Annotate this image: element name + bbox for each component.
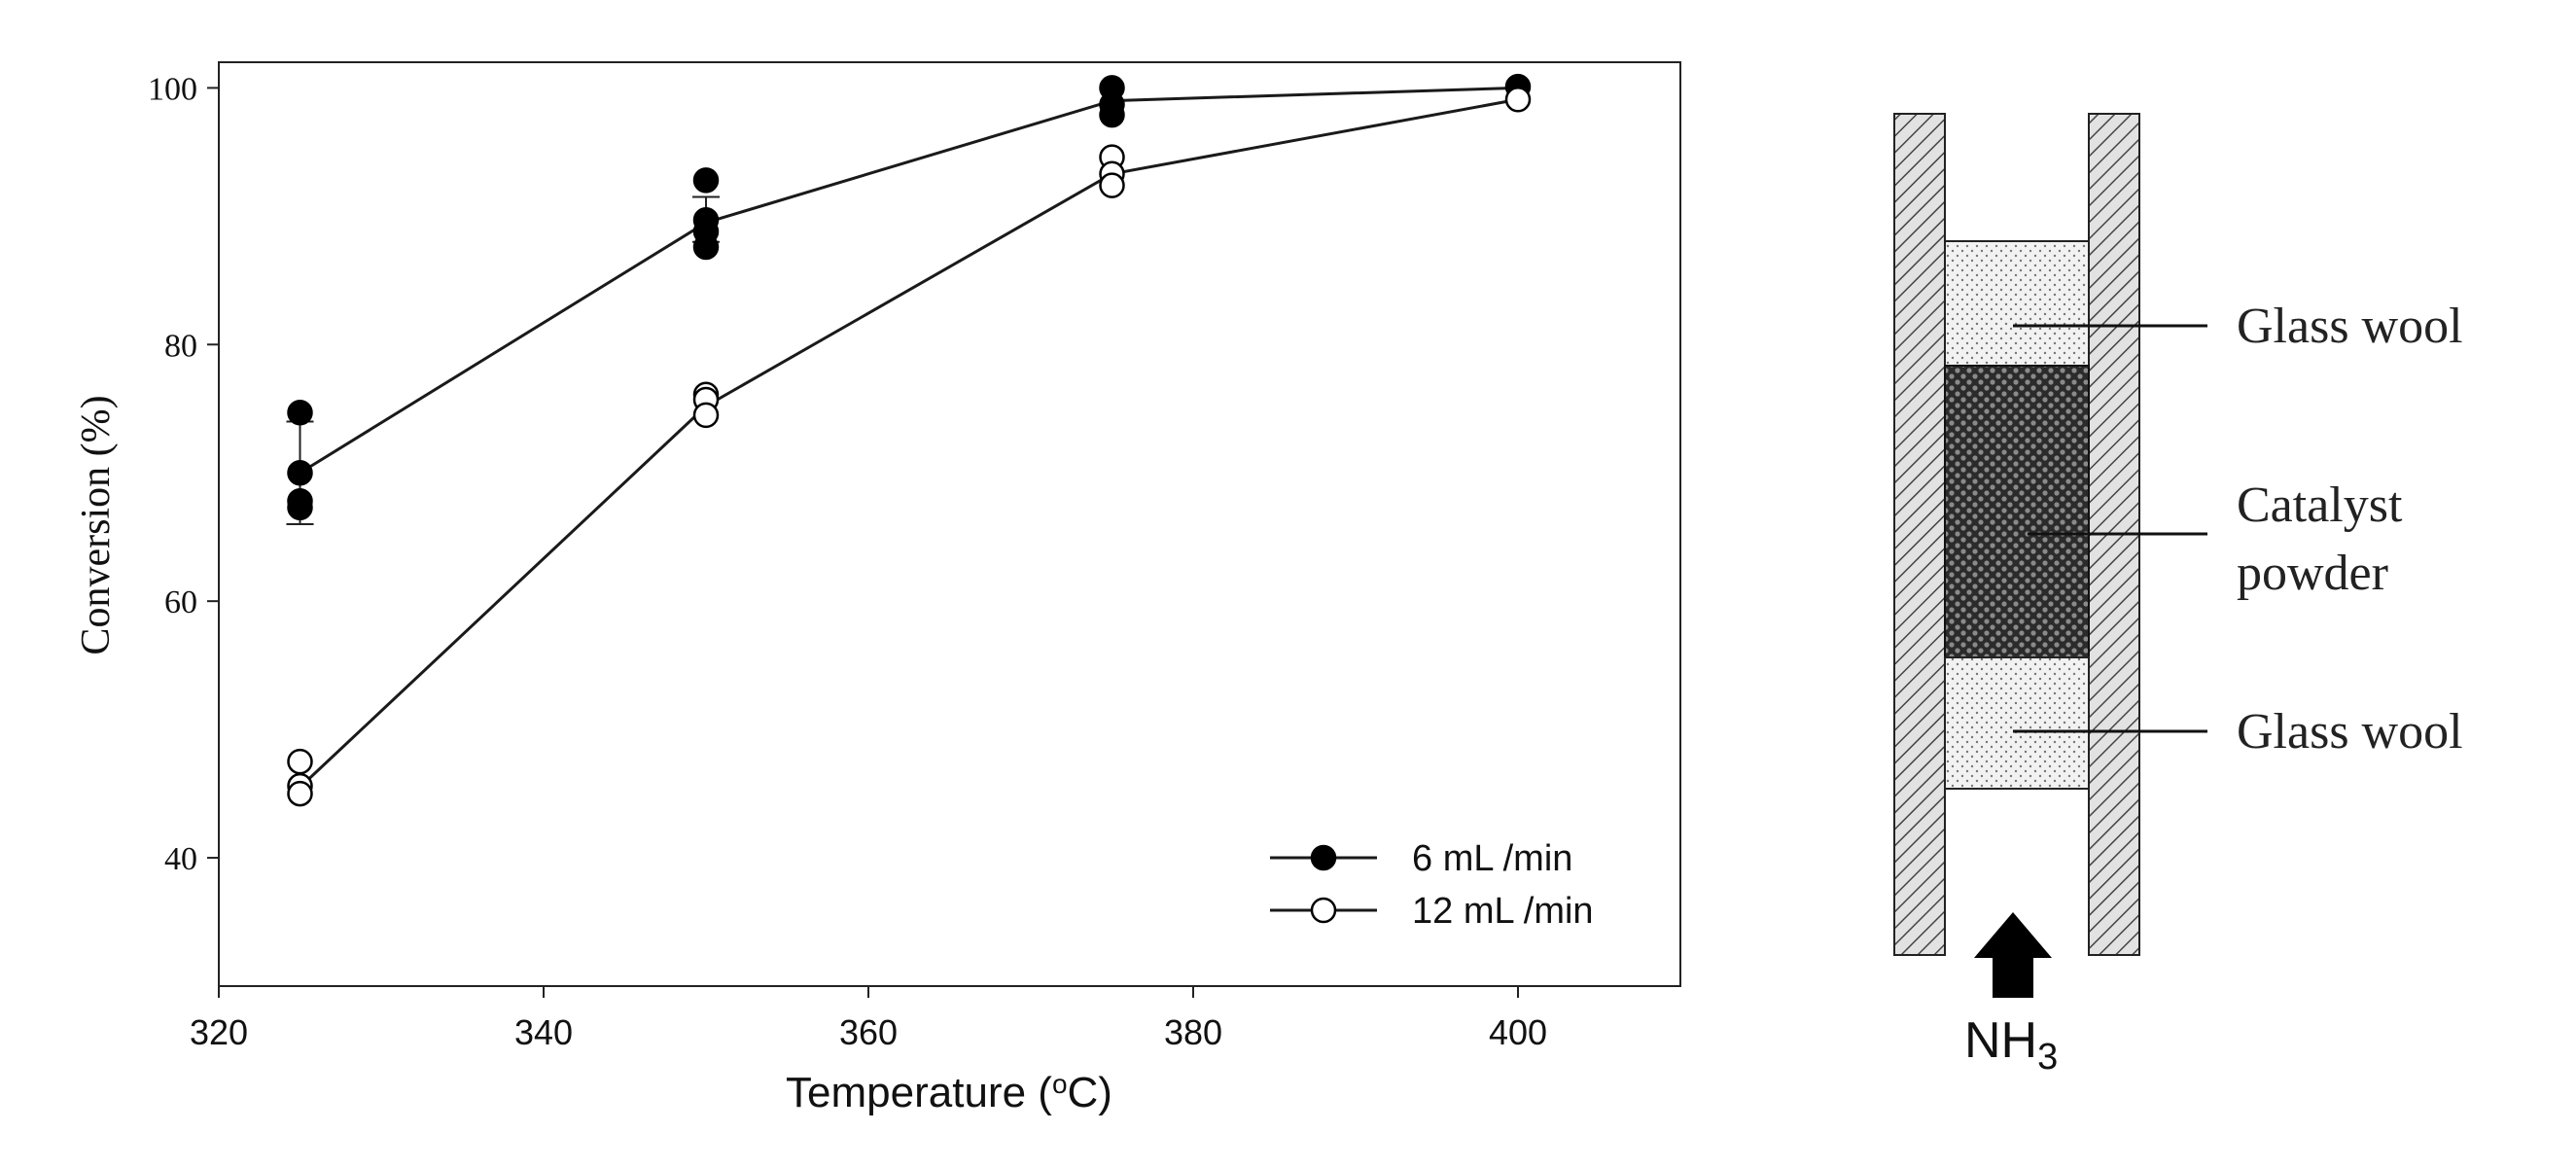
data-point-6-ml-min (287, 494, 313, 521)
series-line-12-ml-min (299, 97, 1519, 789)
data-point-6-ml-min (287, 459, 313, 486)
data-point-12-ml-min (287, 780, 313, 807)
x-tick-label: 360 (839, 1012, 898, 1052)
series-line-6-ml-min (299, 86, 1519, 475)
data-point-12-ml-min (1099, 172, 1125, 198)
y-axis-ticks: 40 60 80 100 (148, 71, 219, 877)
y-axis-title: Conversion (%) (74, 395, 119, 654)
label-glass-wool-bottom: Glass wool (2237, 704, 2463, 760)
y-tick-label: 80 (164, 328, 197, 364)
label-glass-wool-top: Glass wool (2237, 299, 2463, 354)
data-point-12-ml-min (287, 748, 313, 775)
gas-flow-arrow-icon (1974, 912, 2052, 998)
reactor-diagram: Glass wool Catalyst powder Glass wool NH… (1893, 113, 2463, 1078)
data-points (287, 73, 1532, 807)
plot-area-frame (218, 61, 1681, 987)
reactor-wall-left (1893, 113, 1946, 956)
legend-label-12ml: 12 mL /min (1412, 891, 1594, 932)
x-axis-title: Temperature (oC) (786, 1069, 1112, 1116)
y-tick-label: 100 (148, 71, 197, 107)
data-point-12-ml-min (692, 402, 720, 429)
x-tick-label: 320 (190, 1012, 248, 1052)
legend-label-6ml: 6 mL /min (1412, 838, 1572, 879)
glass-wool-bottom-region (1944, 656, 2090, 790)
catalyst-powder-region (1944, 365, 2090, 658)
x-axis-ticks: 320 340 360 380 400 (190, 986, 1547, 1052)
x-tick-label: 380 (1164, 1012, 1222, 1052)
legend: 6 mL /min 12 mL /min (1270, 838, 1594, 932)
legend-entry-6ml: 6 mL /min (1270, 838, 1572, 879)
legend-entry-12ml: 12 mL /min (1270, 891, 1594, 932)
label-catalyst-line2: powder (2237, 546, 2388, 601)
data-point-6-ml-min (287, 399, 313, 426)
error-bars (286, 195, 720, 525)
y-tick-label: 40 (164, 841, 197, 877)
data-point-6-ml-min (1099, 101, 1125, 128)
label-catalyst-line1: Catalyst (2237, 477, 2403, 533)
x-tick-label: 400 (1489, 1012, 1547, 1052)
data-point-6-ml-min (692, 167, 720, 194)
x-tick-label: 340 (514, 1012, 573, 1052)
glass-wool-top-region (1944, 240, 2090, 367)
data-point-6-ml-min (692, 233, 720, 261)
gas-label-nh3: NH3 (1964, 1012, 2058, 1078)
data-point-12-ml-min (1504, 87, 1532, 113)
conversion-chart: 320 340 360 380 400 40 60 80 100 Temperature (o… (74, 61, 1681, 1116)
series-lines (299, 86, 1519, 789)
y-tick-label: 60 (164, 584, 197, 620)
